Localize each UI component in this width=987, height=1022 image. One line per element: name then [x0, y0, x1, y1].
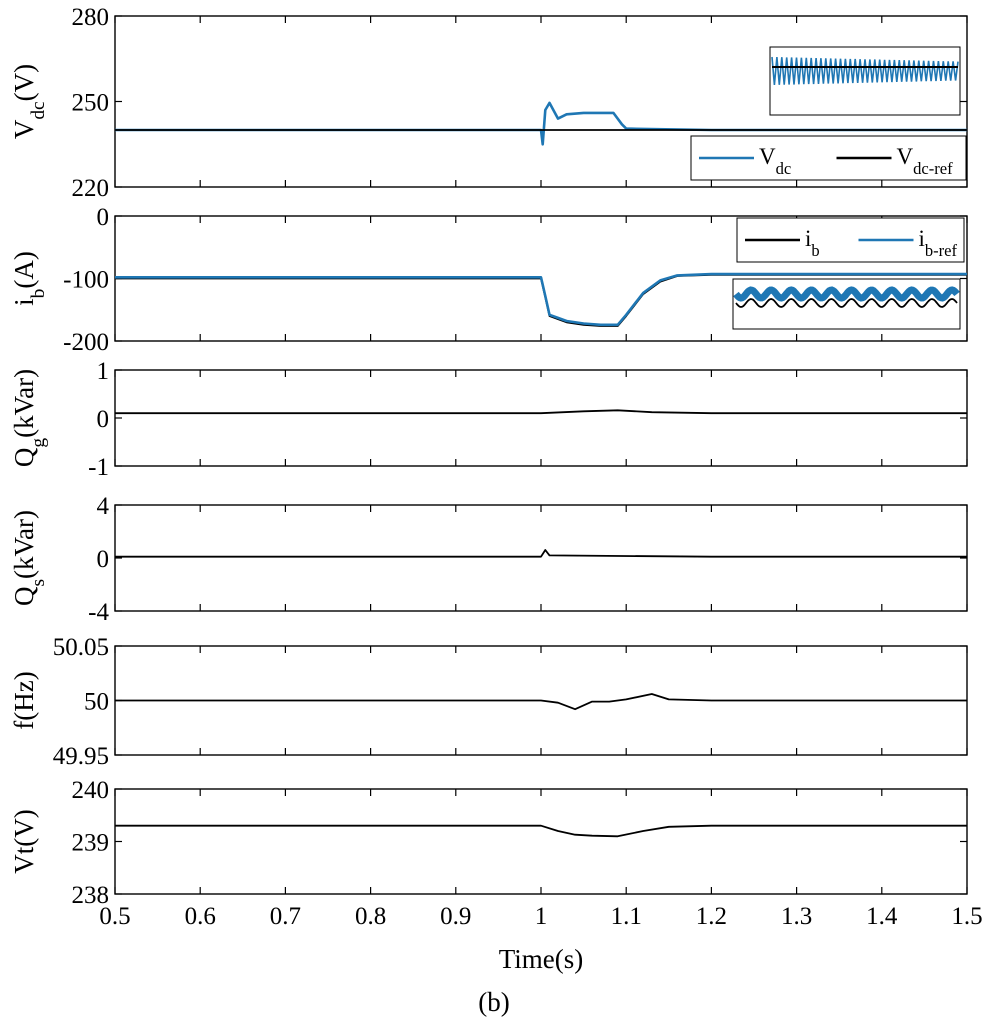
- y-tick-label: 0: [97, 406, 110, 433]
- x-axis-label: Time(s): [499, 944, 584, 974]
- inset-vdc-trace: [771, 56, 959, 85]
- x-tick-label: 1.4: [866, 903, 898, 930]
- legend: ib ib-ref: [736, 217, 965, 263]
- series-line-v-dc: [115, 101, 967, 146]
- x-tick-label: 0.7: [270, 903, 301, 930]
- y-tick-label: 238: [72, 882, 110, 909]
- legend-entry: ib: [805, 226, 820, 260]
- inset-ibref-trace: [733, 286, 960, 302]
- legend: Vdc Vdc-ref: [690, 135, 967, 181]
- x-tick-label: 1: [535, 903, 548, 930]
- y-axis-label: Qs(kVar): [9, 510, 49, 606]
- x-tick-label: 1.2: [696, 903, 727, 930]
- plot-area: [114, 369, 968, 467]
- y-axis-label: Vt(V): [9, 809, 39, 873]
- panel-vt: 238 239 240 Vt(V): [9, 777, 968, 909]
- panel-vdc: 220 250 280 Vdc(V) Vdc Vdc-ref: [9, 4, 968, 202]
- series-line-qg: [115, 409, 967, 415]
- x-tick-label: 0.6: [185, 903, 216, 930]
- x-tick-label: 1.5: [951, 903, 982, 930]
- panel-ib: -200 -100 0 ib(A) ib ib-ref: [9, 204, 968, 356]
- inset: [769, 46, 961, 116]
- series-line-i-b-ref: [115, 272, 967, 327]
- y-tick-label: 0: [97, 204, 110, 231]
- y-tick-label: -1: [88, 454, 109, 481]
- y-tick-label: 4: [97, 493, 110, 520]
- y-tick-label: 250: [72, 90, 110, 117]
- y-tick-label: 220: [72, 175, 110, 202]
- y-tick-label: 1: [97, 358, 110, 385]
- y-tick-label: -200: [63, 329, 109, 356]
- x-tick-label: 0.9: [440, 903, 471, 930]
- legend-entry: ib-ref: [919, 226, 958, 260]
- x-tick-label: 0.5: [99, 903, 130, 930]
- y-tick-label: 50: [84, 689, 109, 716]
- panel-qg: -1 0 1 Qg(kVar): [9, 358, 968, 481]
- y-axis-label: f(Hz): [9, 671, 39, 729]
- figure-caption: (b): [478, 987, 509, 1017]
- plot-area: [114, 788, 968, 895]
- x-tick-label: 0.8: [355, 903, 386, 930]
- legend-box: [736, 217, 965, 263]
- y-tick-label: -100: [63, 267, 109, 294]
- y-tick-label: 49.95: [53, 743, 109, 770]
- y-tick-label: 240: [72, 777, 110, 804]
- inset-ib-trace: [735, 298, 958, 308]
- y-tick-label: 50.05: [53, 634, 109, 661]
- y-tick-label: 0: [97, 546, 110, 573]
- y-axis-label: Vdc(V): [9, 64, 49, 139]
- y-tick-label: 239: [72, 830, 110, 857]
- plot-area: [114, 504, 968, 612]
- panel-freq: 49.95 50 50.05 f(Hz): [9, 634, 968, 770]
- series-line-vt: [115, 824, 967, 838]
- y-tick-label: -4: [88, 599, 109, 626]
- x-tick-label: 1.1: [611, 903, 642, 930]
- y-tick-label: 280: [72, 4, 110, 31]
- legend-entry: Vdc: [759, 144, 791, 178]
- series-line-freq: [115, 693, 967, 711]
- panel-qs: -4 0 4 Qs(kVar): [9, 493, 968, 626]
- y-axis-label: Qg(kVar): [9, 369, 49, 467]
- inset: [732, 278, 961, 330]
- series-line-qs: [115, 549, 967, 558]
- legend-entry: Vdc-ref: [897, 144, 954, 178]
- y-axis-label: ib(A): [9, 251, 49, 306]
- x-tick-label: 1.3: [781, 903, 812, 930]
